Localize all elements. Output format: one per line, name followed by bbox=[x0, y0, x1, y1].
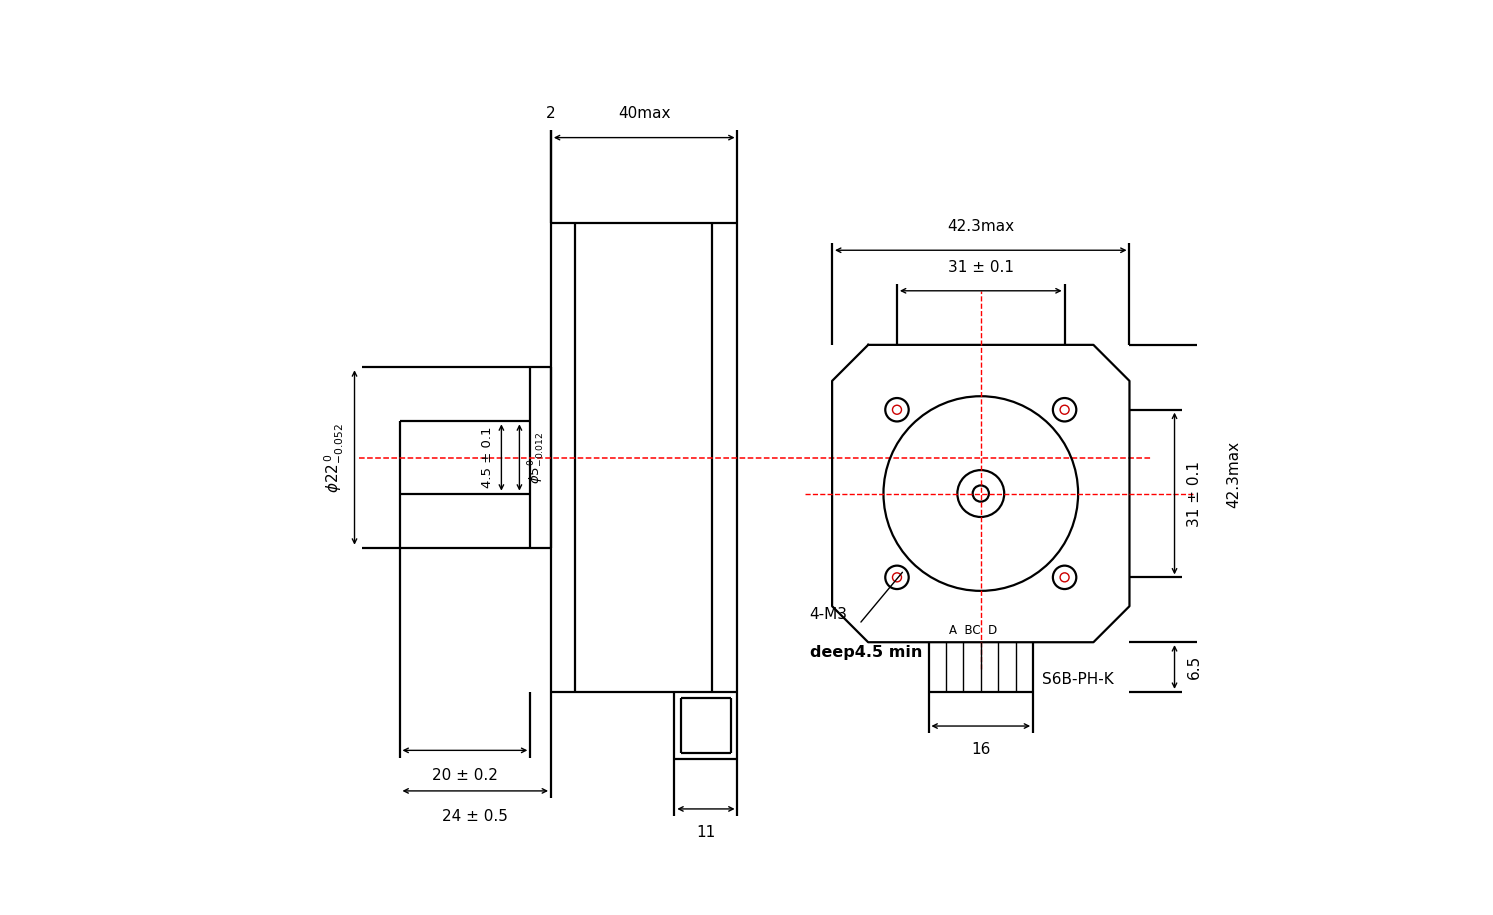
Text: 20 ± 0.2: 20 ± 0.2 bbox=[431, 769, 497, 783]
Text: 11: 11 bbox=[696, 825, 715, 840]
Text: 4-M3: 4-M3 bbox=[809, 607, 848, 621]
Text: S6B-PH-K: S6B-PH-K bbox=[1042, 673, 1114, 687]
Text: 40max: 40max bbox=[618, 106, 670, 122]
Text: 31 ± 0.1: 31 ± 0.1 bbox=[1187, 460, 1202, 526]
Text: $\phi$5$^{\,0}_{-0.012}$: $\phi$5$^{\,0}_{-0.012}$ bbox=[527, 431, 546, 484]
Text: 42.3max: 42.3max bbox=[1227, 440, 1242, 508]
Text: $\phi$22$^{\,0}_{-0.052}$: $\phi$22$^{\,0}_{-0.052}$ bbox=[322, 423, 345, 492]
Text: 31 ± 0.1: 31 ± 0.1 bbox=[948, 260, 1014, 274]
Text: 24 ± 0.5: 24 ± 0.5 bbox=[442, 809, 508, 824]
Text: 2: 2 bbox=[546, 106, 555, 122]
Text: 42.3max: 42.3max bbox=[947, 219, 1014, 234]
Text: 16: 16 bbox=[970, 742, 990, 758]
Text: 6.5: 6.5 bbox=[1187, 655, 1202, 679]
Text: A  BC  D: A BC D bbox=[950, 624, 997, 637]
Text: 4.5 ± 0.1: 4.5 ± 0.1 bbox=[481, 426, 494, 489]
Text: deep4.5 min: deep4.5 min bbox=[809, 645, 923, 660]
